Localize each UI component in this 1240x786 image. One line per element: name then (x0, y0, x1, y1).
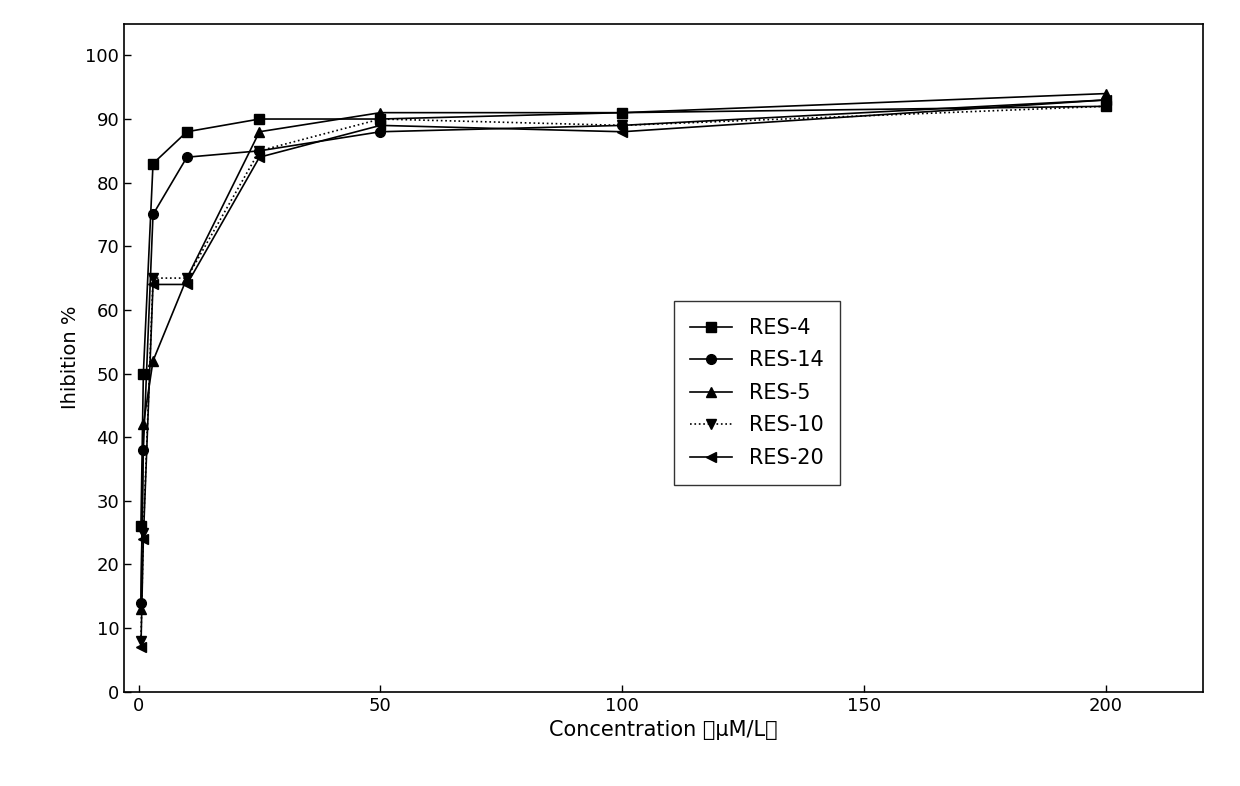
RES-5 (134, 604, 149, 614)
RES-14 (136, 445, 151, 454)
RES-14 (145, 210, 160, 219)
RES-10 (615, 121, 630, 130)
RES-4 (373, 114, 388, 123)
RES-20 (145, 280, 160, 289)
RES-14 (180, 152, 195, 162)
Line: RES-14: RES-14 (136, 95, 1111, 608)
RES-20 (1099, 95, 1114, 105)
Line: RES-10: RES-10 (136, 101, 1111, 645)
RES-4 (252, 114, 267, 123)
RES-14 (1099, 95, 1114, 105)
RES-5 (373, 108, 388, 117)
RES-5 (136, 420, 151, 429)
RES-10 (136, 528, 151, 538)
RES-10 (252, 146, 267, 156)
RES-20 (252, 152, 267, 162)
Line: RES-5: RES-5 (136, 89, 1111, 614)
RES-5 (252, 127, 267, 137)
RES-10 (180, 274, 195, 283)
X-axis label: Concentration （μM/L）: Concentration （μM/L） (549, 720, 777, 740)
RES-4 (134, 522, 149, 531)
Line: RES-20: RES-20 (136, 95, 1111, 652)
RES-4 (145, 159, 160, 168)
RES-20 (180, 280, 195, 289)
RES-5 (1099, 89, 1114, 98)
RES-4 (1099, 101, 1114, 111)
RES-4 (615, 108, 630, 117)
Y-axis label: Ihibition %: Ihibition % (61, 306, 79, 410)
RES-10 (134, 636, 149, 645)
RES-5 (145, 356, 160, 365)
RES-14 (134, 598, 149, 608)
RES-4 (180, 127, 195, 137)
RES-10 (145, 274, 160, 283)
RES-5 (180, 274, 195, 283)
RES-14 (252, 146, 267, 156)
RES-20 (136, 534, 151, 544)
RES-4 (136, 369, 151, 378)
RES-20 (615, 127, 630, 137)
RES-14 (615, 121, 630, 130)
RES-10 (373, 114, 388, 123)
RES-20 (373, 121, 388, 130)
Legend: RES-4, RES-14, RES-5, RES-10, RES-20: RES-4, RES-14, RES-5, RES-10, RES-20 (673, 301, 841, 485)
RES-5 (615, 108, 630, 117)
RES-14 (373, 127, 388, 137)
RES-10 (1099, 101, 1114, 111)
Line: RES-4: RES-4 (136, 101, 1111, 531)
RES-20 (134, 642, 149, 652)
